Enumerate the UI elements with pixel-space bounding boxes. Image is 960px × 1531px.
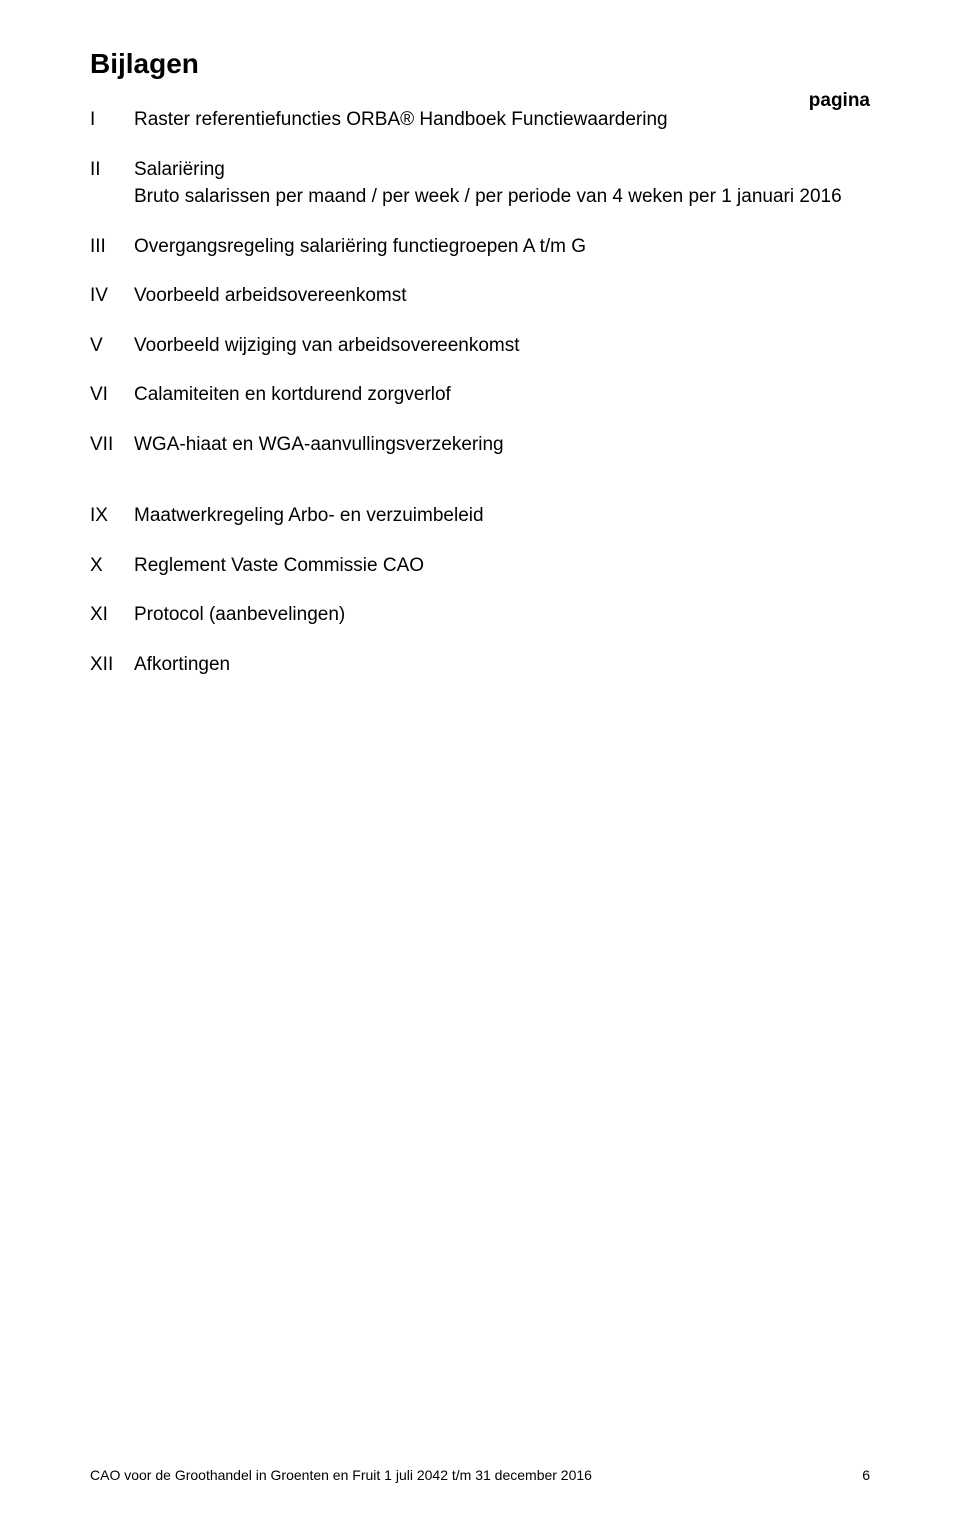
list-item: VVoorbeeld wijziging van arbeidsovereenk… [90,332,870,360]
item-text: Salariëring Bruto salarissen per maand /… [134,156,870,211]
item-text: WGA-hiaat en WGA-aanvullingsverzekering [134,431,870,459]
page-number: 6 [862,1467,870,1483]
item-roman: X [90,552,134,580]
list-item: IVVoorbeeld arbeidsovereenkomst [90,282,870,310]
item-roman: II [90,156,134,184]
appendix-list: IRaster referentiefuncties ORBA® Handboe… [90,106,870,679]
list-item: VICalamiteiten en kortdurend zorgverlof [90,381,870,409]
list-item: IXMaatwerkregeling Arbo- en verzuimbelei… [90,502,870,530]
item-roman: XI [90,601,134,629]
item-text: Maatwerkregeling Arbo- en verzuimbeleid [134,502,870,530]
item-text: Overgangsregeling salariëring functiegro… [134,233,870,261]
item-roman: V [90,332,134,360]
item-text: Afkortingen [134,651,870,679]
list-item: IISalariëring Bruto salarissen per maand… [90,156,870,211]
item-text: Reglement Vaste Commissie CAO [134,552,870,580]
item-roman: IX [90,502,134,530]
page-title: Bijlagen [90,48,870,80]
item-text: Raster referentiefuncties ORBA® Handboek… [134,106,870,134]
list-item: XIProtocol (aanbevelingen) [90,601,870,629]
item-roman: I [90,106,134,134]
item-text: Calamiteiten en kortdurend zorgverlof [134,381,870,409]
item-roman: XII [90,651,134,679]
pagina-label: pagina [809,90,870,112]
item-roman: VI [90,381,134,409]
item-roman: III [90,233,134,261]
page-footer: CAO voor de Groothandel in Groenten en F… [90,1467,870,1483]
footer-text: CAO voor de Groothandel in Groenten en F… [90,1467,592,1483]
list-item: IRaster referentiefuncties ORBA® Handboe… [90,106,870,134]
item-roman: IV [90,282,134,310]
list-spacer [90,480,870,502]
item-roman: VII [90,431,134,459]
list-item: VIIWGA-hiaat en WGA-aanvullingsverzekeri… [90,431,870,459]
item-text: Voorbeeld arbeidsovereenkomst [134,282,870,310]
list-item: XIIAfkortingen [90,651,870,679]
list-item: IIIOvergangsregeling salariëring functie… [90,233,870,261]
item-text: Voorbeeld wijziging van arbeidsovereenko… [134,332,870,360]
list-item: XReglement Vaste Commissie CAO [90,552,870,580]
item-text: Protocol (aanbevelingen) [134,601,870,629]
page-container: Bijlagen pagina IRaster referentiefuncti… [0,0,960,679]
